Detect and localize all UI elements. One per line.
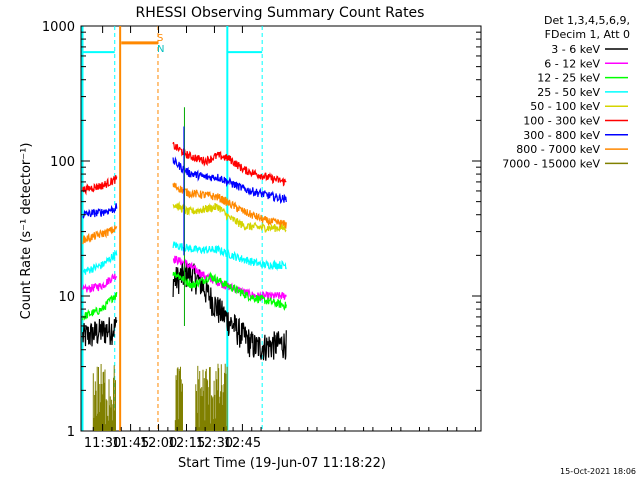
series-line [92,364,116,431]
series-line [82,203,118,219]
y-axis-ticks: 1 10 100 1000 [42,20,481,440]
legend-label: 800 - 7000 keV [516,143,600,156]
x-tick-label: 12:00 [140,436,177,451]
observation-bands [81,26,263,431]
chart-title: RHESSI Observing Summary Count Rates [136,5,425,21]
x-tick-label: 11:30 [84,436,121,451]
legend-label: 7000 - 15000 keV [502,157,600,170]
series-50-100-kev [172,201,287,233]
y-tick-label: 1000 [42,20,75,35]
series-line [195,363,228,431]
legend-title-line2: FDecim 1, Att 0 [545,28,630,41]
series-line [174,366,183,431]
series-line [82,249,118,275]
legend-label: 3 - 6 keV [551,43,600,56]
legend-label: 300 - 800 keV [523,129,600,142]
series-12-25-kev [82,271,287,321]
legend-label: 50 - 100 keV [530,100,600,113]
series-line [172,271,287,311]
series-line [172,261,287,361]
series-line [82,175,118,196]
y-tick-label: 100 [50,155,75,170]
y-axis-label: Count Rate (s⁻¹ detector⁻¹) [19,143,34,320]
legend: Det 1,3,4,5,6,9, FDecim 1, Att 0 3 - 6 k… [502,14,630,170]
x-tick-label: 11:45 [112,436,149,451]
series-layer [82,107,287,431]
legend-label: 6 - 12 keV [544,57,600,70]
series-line [172,201,287,233]
series-100-300-kev [82,141,287,196]
footer-date: 15-Oct-2021 18:06 [560,467,636,476]
series-line [82,225,118,245]
series-line [172,241,287,272]
y-tick-label: 10 [58,290,75,305]
x-tick-label: 12:30 [196,436,233,451]
series-line [172,156,287,205]
x-axis-label: Start Time (19-Jun-07 11:18:22) [178,456,386,471]
legend-label: 25 - 50 keV [537,86,600,99]
legend-label: 12 - 25 keV [537,72,600,85]
series-25-50-kev [82,241,287,275]
series-line [172,182,287,229]
annotation-n: N [157,44,164,55]
legend-title-line1: Det 1,3,4,5,6,9, [544,14,630,27]
series-line [82,273,118,293]
series-7000-15000-kev [92,363,228,431]
series-line [82,316,118,347]
series-800-7000-kev [82,182,287,245]
y-tick-label: 1 [67,425,75,440]
legend-label: 100 - 300 keV [523,115,600,128]
x-tick-label: 12:15 [168,436,205,451]
series-line [82,292,118,321]
x-tick-label: 12:45 [224,436,261,451]
plot-frame [80,25,482,432]
annotation-s: S [157,33,163,44]
series-300-800-kev [82,156,287,219]
series-line [172,141,287,187]
